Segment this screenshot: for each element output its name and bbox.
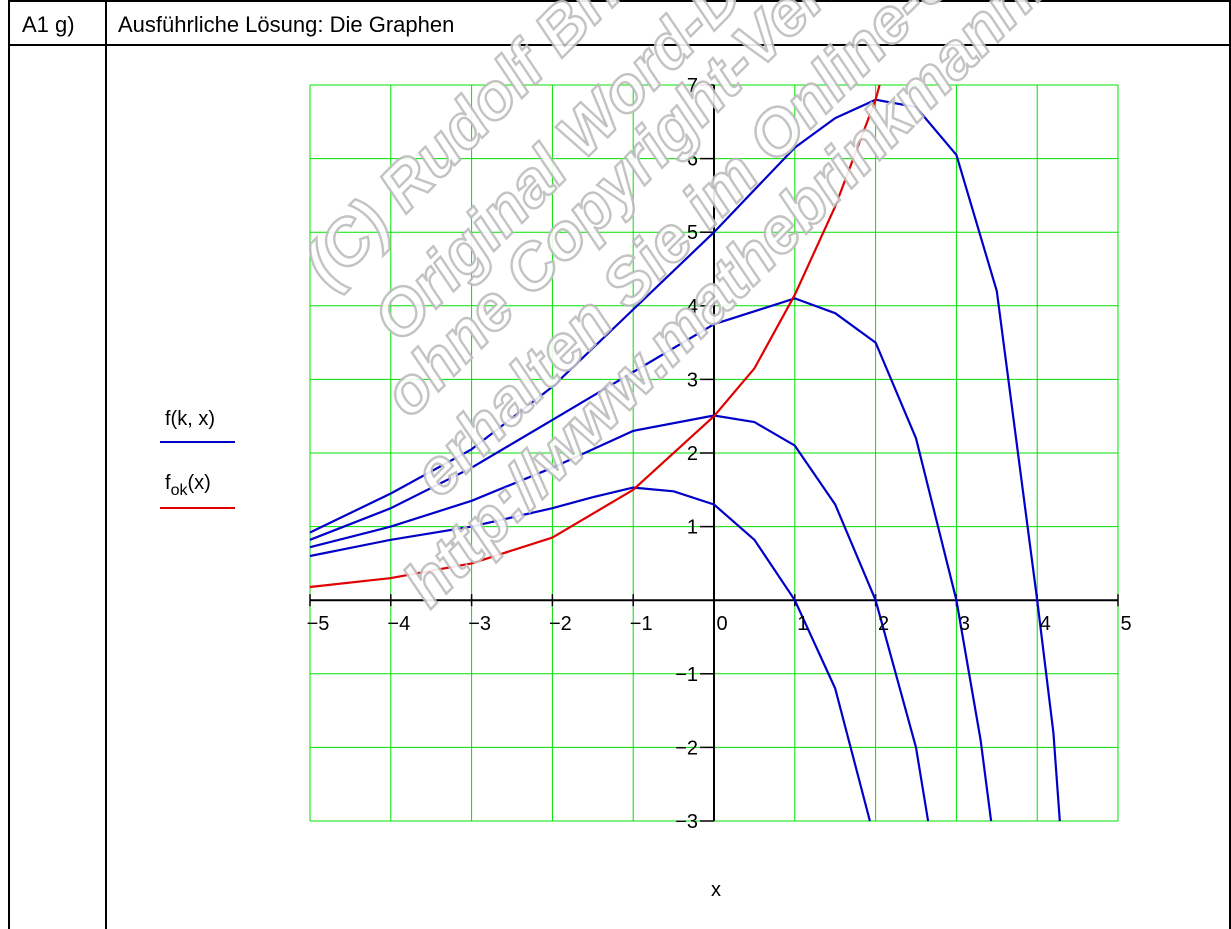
y-tick-label: −3 [675, 811, 698, 833]
table-left-border [8, 0, 10, 929]
y-tick-label: 7 [687, 75, 698, 97]
legend-locus-main: f [165, 472, 171, 494]
x-tick-label: 4 [1040, 613, 1051, 635]
y-tick-label: 5 [687, 222, 698, 244]
y-tick-label: −1 [675, 664, 698, 686]
table-top-border [8, 0, 1231, 2]
x-tick-label: 0 [716, 613, 727, 635]
x-tick-label: 1 [797, 613, 808, 635]
x-tick-label: −4 [387, 613, 410, 635]
x-tick-label: −1 [630, 613, 653, 635]
y-tick-label: 3 [687, 369, 698, 391]
x-tick-label: 5 [1120, 613, 1131, 635]
curve-family-k4 [309, 98, 1061, 822]
tick-labels: −5 −4 −3 −2 −1 0 1 2 3 4 5 −3 −2 −1 1 2 3 4 5 6 7 [307, 75, 1132, 833]
legend-locus-suffix: (x) [187, 472, 210, 494]
legend: f(k, x) fok(x) [160, 408, 235, 509]
legend-locus-sub: ok [171, 482, 189, 499]
y-tick-label: 4 [687, 296, 698, 318]
y-tick-label: −2 [675, 737, 698, 759]
legend-label-family: f(k, x) [165, 408, 215, 430]
y-tick-label: 1 [687, 517, 698, 539]
x-tick-label: −3 [468, 613, 491, 635]
legend-label-locus: fok(x) [165, 472, 211, 499]
x-tick-label: 3 [959, 613, 970, 635]
x-axis-label: x [711, 879, 721, 901]
curve-locus [309, 84, 881, 589]
curve-family-k1 [309, 486, 871, 822]
x-tick-label: 2 [878, 613, 889, 635]
curve-family-k2 [309, 414, 930, 822]
x-tick-label: −5 [307, 613, 330, 635]
x-tick-label: −2 [549, 613, 572, 635]
table-column-divider [105, 0, 107, 929]
y-tick-label: 6 [687, 149, 698, 171]
table-row-divider [8, 44, 1231, 46]
solution-title: Ausführliche Lösung: Die Graphen [118, 12, 455, 37]
task-label: A1 g) [22, 12, 75, 37]
curves [309, 84, 1061, 822]
curve-family-k3 [309, 297, 993, 822]
y-tick-label: 2 [687, 443, 698, 465]
table-right-border [1229, 0, 1231, 929]
